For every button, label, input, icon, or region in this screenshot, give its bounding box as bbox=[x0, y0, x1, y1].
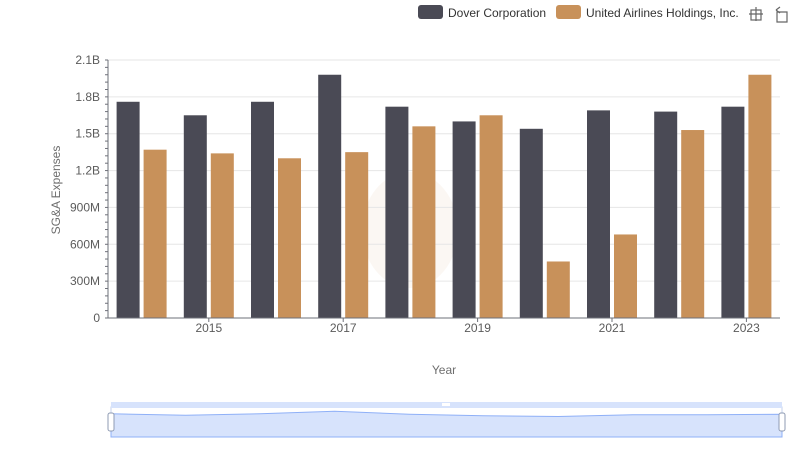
legend-item-dover[interactable]: Dover Corporation bbox=[418, 5, 546, 20]
x-tick-label: 2015 bbox=[195, 321, 222, 335]
x-axis-title: Year bbox=[432, 363, 456, 377]
y-tick-label: 0 bbox=[93, 311, 100, 325]
y-tick-label: 2.1B bbox=[75, 53, 100, 67]
data-zoom-slider[interactable] bbox=[107, 402, 786, 438]
y-tick-label: 900M bbox=[70, 200, 100, 214]
zoom-slider-move-handle[interactable] bbox=[442, 403, 450, 406]
bar-united-airlines-2019 bbox=[479, 115, 503, 319]
legend-item-united-airlines[interactable]: United Airlines Holdings, Inc. bbox=[556, 5, 739, 20]
y-tick-label: 1.5B bbox=[75, 127, 100, 141]
bar-united-airlines-2014 bbox=[143, 149, 167, 318]
x-tick-label: 2017 bbox=[330, 321, 357, 335]
bar-dover-2023 bbox=[721, 106, 745, 318]
bar-united-airlines-2021 bbox=[614, 234, 637, 318]
y-axis-title: SG&A Expenses bbox=[49, 146, 63, 235]
bar-dover-2021 bbox=[587, 110, 610, 318]
bar-united-airlines-2020 bbox=[546, 261, 570, 318]
bar-united-airlines-2023 bbox=[748, 74, 772, 318]
y-tick-label: 300M bbox=[70, 274, 100, 288]
bar-dover-2022 bbox=[654, 111, 678, 318]
bar-united-airlines-2022 bbox=[681, 130, 705, 318]
x-tick-label: 2023 bbox=[733, 321, 760, 335]
bar-dover-2017 bbox=[318, 74, 342, 318]
y-axis: 0 300M 600M 900M 1.2B 1.5B 1.8B 2.1B bbox=[70, 53, 109, 325]
legend: Dover Corporation United Airlines Holdin… bbox=[418, 5, 739, 20]
bar-dover-2015 bbox=[183, 115, 207, 319]
legend-label-dover: Dover Corporation bbox=[448, 6, 546, 20]
zoom-handle-right[interactable] bbox=[778, 412, 786, 432]
zoom-handle-left[interactable] bbox=[107, 412, 115, 432]
bar-united-airlines-2017 bbox=[345, 152, 369, 318]
bar-dover-2014 bbox=[116, 101, 140, 319]
bar-dover-2016 bbox=[251, 101, 274, 319]
watermark-logo bbox=[362, 172, 458, 288]
bars bbox=[116, 74, 772, 319]
bar-united-airlines-2018 bbox=[412, 126, 436, 318]
zoom-select-icon[interactable] bbox=[749, 7, 763, 21]
x-tick-label: 2019 bbox=[464, 321, 491, 335]
bar-dover-2020 bbox=[519, 128, 543, 318]
y-tick-label: 1.8B bbox=[75, 90, 100, 104]
legend-swatch-dover bbox=[418, 5, 443, 19]
bar-dover-2019 bbox=[452, 121, 476, 318]
x-axis: 2015 2017 2019 2021 2023 bbox=[108, 317, 780, 335]
y-tick-label: 1.2B bbox=[75, 164, 100, 178]
legend-swatch-united-airlines bbox=[556, 5, 581, 19]
zoom-reset-icon[interactable] bbox=[775, 6, 788, 23]
bar-united-airlines-2015 bbox=[210, 153, 234, 318]
y-tick-label: 600M bbox=[70, 237, 100, 251]
x-tick-label: 2021 bbox=[599, 321, 626, 335]
bar-united-airlines-2016 bbox=[278, 158, 301, 318]
legend-label-united-airlines: United Airlines Holdings, Inc. bbox=[586, 6, 739, 20]
bar-dover-2018 bbox=[385, 106, 409, 318]
zoom-slider-preview-area bbox=[110, 410, 783, 438]
